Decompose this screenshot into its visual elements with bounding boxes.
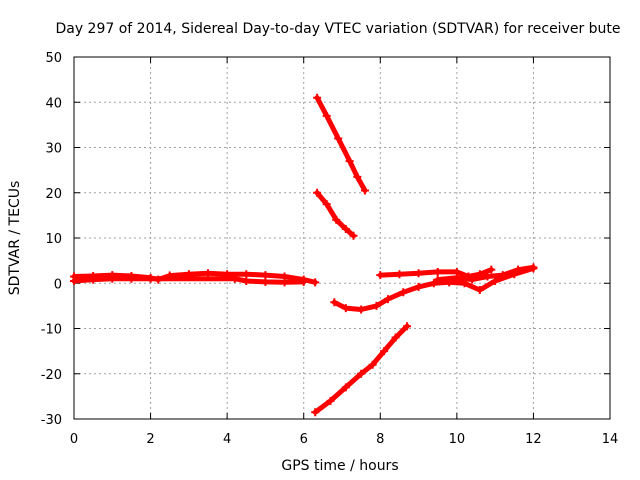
data-point	[395, 270, 404, 279]
x-axis-label: GPS time / hours	[281, 458, 398, 474]
data-point	[313, 188, 322, 197]
data-point	[391, 333, 400, 342]
data-point	[332, 215, 341, 224]
data-point	[311, 278, 320, 287]
data-point	[414, 269, 423, 278]
data-point	[433, 267, 442, 276]
y-axis-label: SDTVAR / TECUs	[7, 181, 23, 296]
y-tick-label: -30	[41, 413, 62, 428]
data-point	[529, 263, 538, 272]
y-tick-label: 20	[45, 187, 62, 202]
y-tick-label: -10	[41, 323, 62, 338]
series-line	[71, 276, 307, 285]
data-point	[311, 408, 320, 417]
data-point	[349, 231, 358, 240]
data-point	[146, 274, 155, 283]
data-point	[261, 277, 270, 286]
data-point	[487, 265, 496, 274]
data-point	[498, 271, 507, 280]
x-tick-label: 12	[525, 432, 542, 447]
x-tick-label: 0	[70, 432, 78, 447]
data-point	[399, 288, 408, 297]
series-line	[377, 267, 494, 279]
data-series	[311, 322, 412, 417]
data-point	[360, 186, 369, 195]
y-tick-label: 40	[45, 96, 62, 111]
y-tick-label: 0	[54, 277, 62, 292]
x-tick-label: 4	[223, 432, 231, 447]
x-tick-label: 2	[146, 432, 154, 447]
data-point	[433, 275, 442, 284]
grid-layer	[74, 57, 610, 419]
data-point	[261, 271, 270, 280]
data-series	[433, 263, 538, 284]
data-point	[475, 286, 484, 295]
data-point	[230, 274, 239, 283]
data-series	[376, 265, 496, 281]
data-point	[326, 396, 335, 405]
data-point	[452, 273, 461, 282]
data-series	[313, 93, 369, 195]
y-tick-label: 50	[45, 51, 62, 66]
x-tick-label: 6	[300, 432, 308, 447]
data-point	[468, 275, 477, 284]
data-point	[345, 157, 354, 166]
series-layer	[70, 93, 538, 417]
data-point	[127, 274, 136, 283]
data-series	[330, 264, 538, 314]
data-point	[376, 271, 385, 280]
data-point	[341, 304, 350, 313]
chart-title: Day 297 of 2014, Sidereal Day-to-day VTE…	[55, 21, 620, 37]
data-point	[483, 272, 492, 281]
series-line	[312, 323, 410, 415]
data-point	[334, 134, 343, 143]
data-point	[368, 360, 377, 369]
data-point	[353, 172, 362, 181]
data-point	[357, 369, 366, 378]
data-point	[242, 270, 251, 279]
x-tick-label: 10	[449, 432, 466, 447]
y-tick-label: 30	[45, 142, 62, 157]
data-point	[70, 276, 78, 285]
data-point	[313, 93, 322, 102]
data-point	[341, 383, 350, 392]
x-tick-label: 14	[602, 432, 619, 447]
data-point	[322, 200, 331, 209]
data-point	[372, 301, 381, 310]
data-point	[380, 347, 389, 356]
x-tick-label: 8	[376, 432, 384, 447]
data-point	[414, 282, 423, 291]
data-point	[491, 276, 500, 285]
data-point	[280, 278, 289, 287]
data-point	[204, 269, 212, 278]
data-point	[341, 224, 350, 233]
data-series	[313, 188, 358, 240]
data-point	[357, 305, 366, 314]
data-point	[330, 298, 339, 307]
y-tick-label: -20	[41, 368, 62, 383]
data-point	[403, 322, 412, 331]
data-point	[322, 111, 331, 120]
tick-layer: 0 2 4 6 8 10 12 14 -30 -20 -10 0 10 20 30 40 50	[41, 51, 619, 447]
series-line	[314, 95, 368, 193]
data-point	[242, 276, 251, 285]
data-point	[514, 265, 523, 274]
data-point	[299, 277, 308, 286]
data-series	[70, 274, 308, 287]
data-point	[108, 274, 117, 283]
data-point	[89, 275, 98, 284]
y-tick-label: 10	[45, 232, 62, 247]
data-point	[383, 295, 392, 304]
